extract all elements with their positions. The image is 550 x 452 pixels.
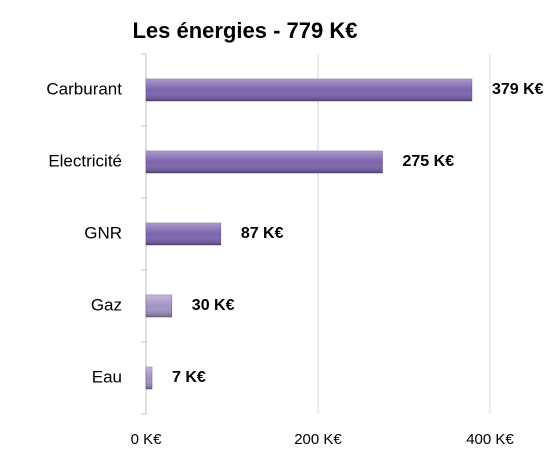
y-tick-label: Eau — [92, 367, 122, 386]
y-tick-label: Gaz — [91, 295, 122, 314]
bar-shade — [146, 295, 172, 317]
x-tick-label: 200 K€ — [294, 431, 342, 448]
value-label: 379 K€ — [492, 81, 544, 98]
x-tick-label: 400 K€ — [466, 431, 514, 448]
value-label: 30 K€ — [192, 297, 235, 314]
value-label: 7 K€ — [172, 369, 206, 386]
bar-shade — [146, 223, 221, 245]
y-tick-label: Electricité — [48, 151, 122, 170]
bar-shade — [146, 151, 383, 173]
bar-shade — [146, 79, 472, 101]
bar-shade — [146, 367, 153, 389]
y-tick-label: Carburant — [46, 79, 122, 98]
y-tick-label: GNR — [84, 223, 122, 242]
value-label: 87 K€ — [241, 225, 284, 242]
chart-title: Les énergies - 779 K€ — [132, 18, 357, 43]
value-label: 275 K€ — [403, 153, 455, 170]
x-tick-label: 0 K€ — [131, 431, 163, 448]
